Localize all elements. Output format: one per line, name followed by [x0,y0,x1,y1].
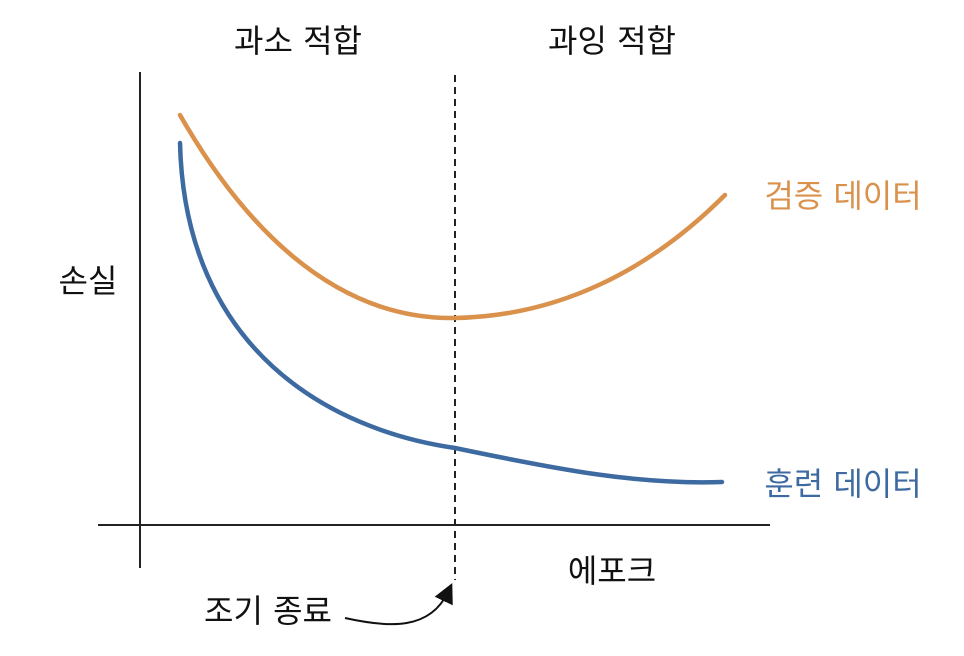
early-stop-arrow [344,582,453,626]
validation-loss-curve [177,112,728,321]
validation-series-label: 검증 데이터 [764,177,921,215]
x-axis-label: 에포크 [568,552,656,590]
early-stop-label: 조기 종료 [204,592,332,630]
training-series-label: 훈련 데이터 [764,465,921,503]
training-loss-curve [177,140,725,485]
underfit-label: 과소 적합 [234,22,362,60]
overfit-label: 과잉 적합 [548,22,676,60]
y-axis-label: 손실 [59,262,118,300]
